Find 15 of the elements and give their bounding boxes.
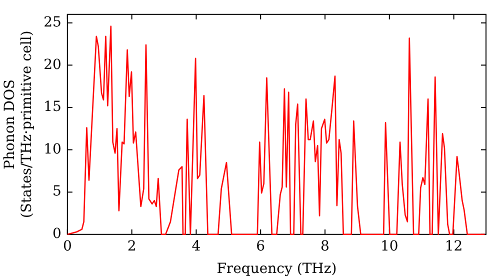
y-tick-label: 25 <box>44 14 62 30</box>
x-tick-label: 0 <box>62 238 72 254</box>
y-axis-title: Phonon DOS (States/THz·primitive cell) <box>2 30 35 218</box>
x-tick-label: 8 <box>320 238 330 254</box>
x-tick-label: 2 <box>127 238 136 254</box>
y-tick-label: 5 <box>52 184 62 200</box>
y-tick-label: 0 <box>52 226 62 242</box>
x-tick-label: 10 <box>380 238 398 254</box>
x-tick-label: 6 <box>256 238 266 254</box>
x-tick-label: 4 <box>192 238 201 254</box>
y-tick-label: 15 <box>44 99 62 116</box>
x-axis-title: Frequency (THz) <box>216 261 337 278</box>
x-tick-label: 12 <box>444 238 463 254</box>
y-tick-label: 20 <box>44 56 62 73</box>
y-tick-label: 10 <box>44 141 62 158</box>
